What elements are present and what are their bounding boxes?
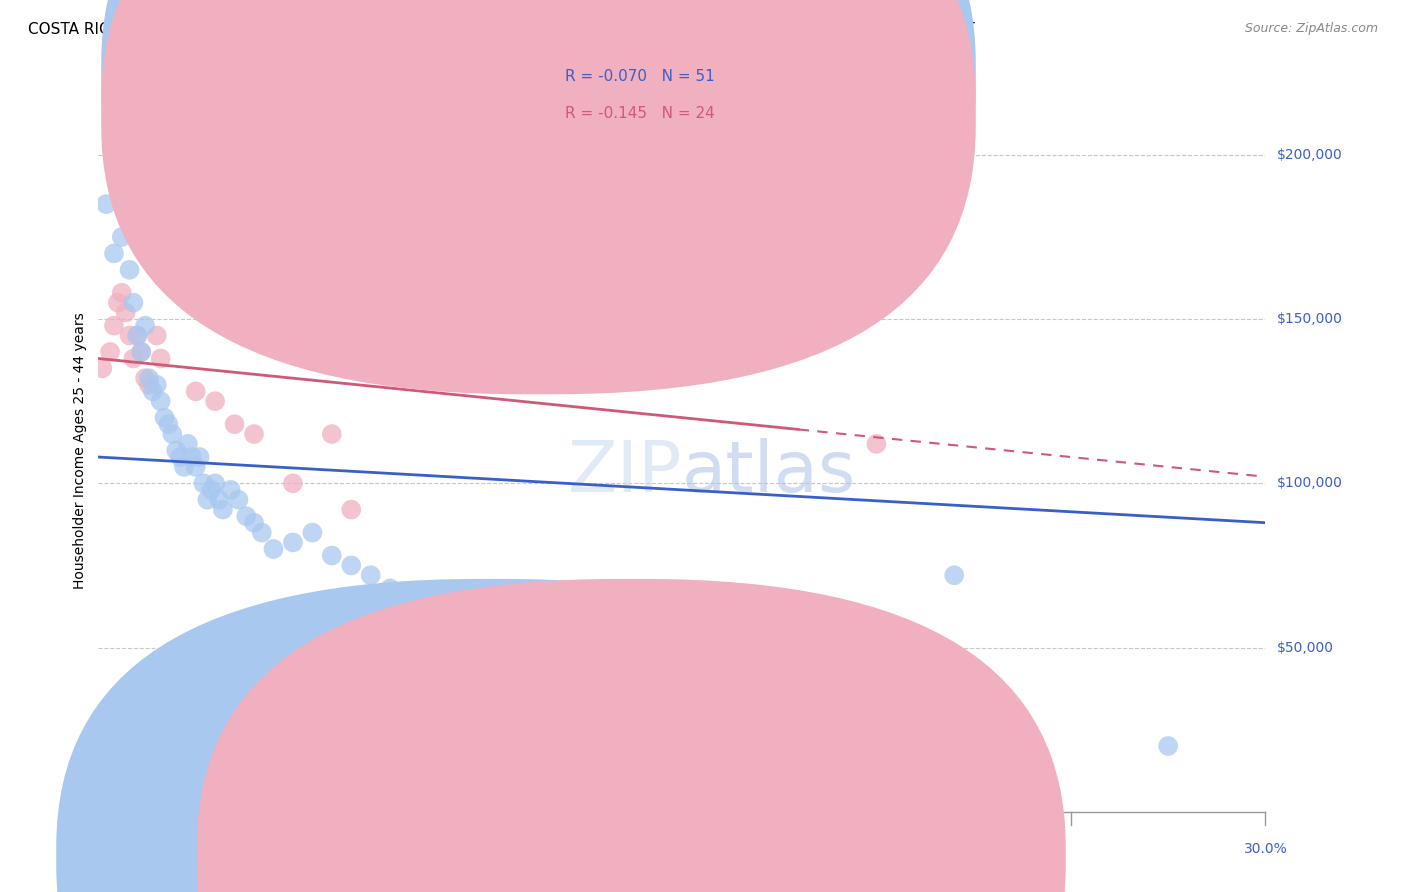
Point — [177, 437, 200, 451]
Point — [250, 525, 273, 540]
Point — [118, 328, 141, 343]
Point — [496, 624, 519, 639]
Text: $150,000: $150,000 — [1277, 312, 1343, 326]
Point — [129, 345, 152, 359]
Point — [262, 541, 284, 556]
Point — [138, 377, 160, 392]
Point — [219, 483, 242, 497]
Point — [204, 476, 226, 491]
Point — [671, 220, 693, 235]
Point — [111, 230, 134, 244]
Point — [340, 502, 363, 516]
Point — [195, 492, 218, 507]
Point — [208, 492, 231, 507]
Point — [228, 492, 250, 507]
Point — [184, 459, 207, 474]
Point — [193, 476, 215, 491]
Point — [301, 525, 323, 540]
Text: R = -0.145   N = 24: R = -0.145 N = 24 — [565, 106, 716, 120]
Point — [103, 318, 125, 333]
Point — [146, 377, 169, 392]
Text: Costa Ricans: Costa Ricans — [509, 849, 599, 863]
Point — [146, 328, 169, 343]
Point — [224, 417, 246, 432]
Point — [162, 427, 184, 442]
Point — [134, 371, 156, 385]
Point — [107, 295, 129, 310]
Point — [114, 305, 136, 319]
Point — [96, 197, 118, 211]
Point — [180, 450, 202, 464]
Point — [340, 558, 363, 573]
Point — [690, 246, 713, 260]
Text: COSTA RICAN VS IMMIGRANTS FROM WESTERN EUROPE HOUSEHOLDER INCOME AGES 25 - 44 YE: COSTA RICAN VS IMMIGRANTS FROM WESTERN E… — [28, 22, 974, 37]
Text: 30.0%: 30.0% — [1243, 842, 1288, 856]
Point — [243, 427, 266, 442]
Point — [554, 647, 576, 661]
Point — [281, 535, 304, 549]
Point — [457, 607, 479, 622]
Text: $50,000: $50,000 — [1277, 640, 1333, 655]
Point — [173, 459, 195, 474]
Point — [129, 345, 152, 359]
Point — [1157, 739, 1180, 753]
Text: 0.0%: 0.0% — [82, 842, 115, 856]
Text: $200,000: $200,000 — [1277, 148, 1343, 161]
Point — [437, 601, 460, 615]
Point — [593, 657, 616, 671]
Point — [149, 394, 172, 409]
Point — [477, 614, 499, 628]
Point — [98, 345, 121, 359]
Point — [127, 328, 149, 343]
Point — [398, 591, 420, 606]
Point — [138, 371, 160, 385]
Point — [122, 295, 145, 310]
Point — [360, 568, 382, 582]
Point — [91, 361, 114, 376]
Point — [865, 437, 887, 451]
Point — [153, 410, 176, 425]
Point — [127, 328, 149, 343]
Point — [188, 450, 211, 464]
Point — [235, 509, 257, 524]
Point — [103, 246, 125, 260]
Point — [134, 318, 156, 333]
Point — [118, 262, 141, 277]
Text: ZIP: ZIP — [568, 438, 682, 507]
Text: Source: ZipAtlas.com: Source: ZipAtlas.com — [1244, 22, 1378, 36]
Point — [169, 450, 191, 464]
Text: atlas: atlas — [682, 438, 856, 507]
Text: Immigrants from Western Europe: Immigrants from Western Europe — [650, 849, 880, 863]
Point — [943, 568, 966, 582]
Point — [281, 476, 304, 491]
Point — [111, 285, 134, 300]
Point — [515, 634, 537, 648]
Point — [204, 394, 226, 409]
Point — [149, 351, 172, 366]
Point — [122, 351, 145, 366]
Point — [165, 220, 187, 235]
Point — [157, 417, 180, 432]
Point — [321, 427, 343, 442]
Point — [142, 384, 165, 399]
Point — [184, 384, 207, 399]
Text: R = -0.070   N = 51: R = -0.070 N = 51 — [565, 70, 716, 84]
Text: $100,000: $100,000 — [1277, 476, 1343, 491]
Point — [380, 582, 402, 596]
Point — [321, 549, 343, 563]
Point — [165, 443, 187, 458]
Point — [212, 502, 235, 516]
Point — [200, 483, 222, 497]
Point — [243, 516, 266, 530]
Y-axis label: Householder Income Ages 25 - 44 years: Householder Income Ages 25 - 44 years — [73, 312, 87, 589]
